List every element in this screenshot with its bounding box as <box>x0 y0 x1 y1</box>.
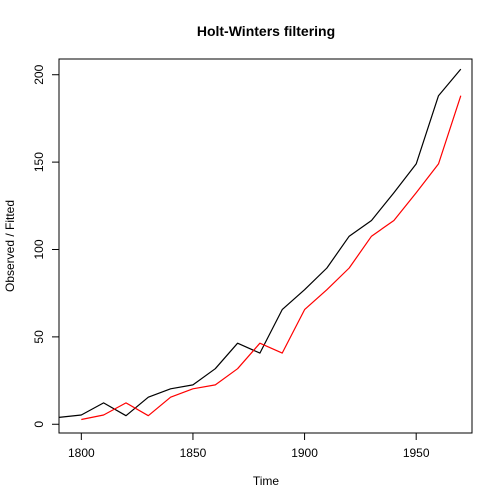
y-tick-label: 150 <box>32 152 46 172</box>
chart-title: Holt-Winters filtering <box>197 23 335 39</box>
y-tick-label: 0 <box>32 421 46 428</box>
x-tick-label: 1950 <box>403 446 430 460</box>
x-tick-label: 1850 <box>180 446 207 460</box>
y-axis-label: Observed / Fitted <box>3 200 17 292</box>
x-axis: 1800 1850 1900 1950 <box>68 433 430 460</box>
observed-series-line <box>58 68 462 418</box>
fitted-series-line <box>81 95 462 421</box>
y-tick-label: 200 <box>32 64 46 84</box>
x-tick-label: 1900 <box>291 446 318 460</box>
x-axis-label: Time <box>253 474 280 488</box>
x-tick-label: 1800 <box>68 446 95 460</box>
series-layer <box>58 68 462 421</box>
y-axis: 0 50 100 150 200 <box>32 64 59 428</box>
y-tick-label: 50 <box>32 330 46 344</box>
y-tick-label: 100 <box>32 239 46 259</box>
plot-frame <box>58 58 473 434</box>
